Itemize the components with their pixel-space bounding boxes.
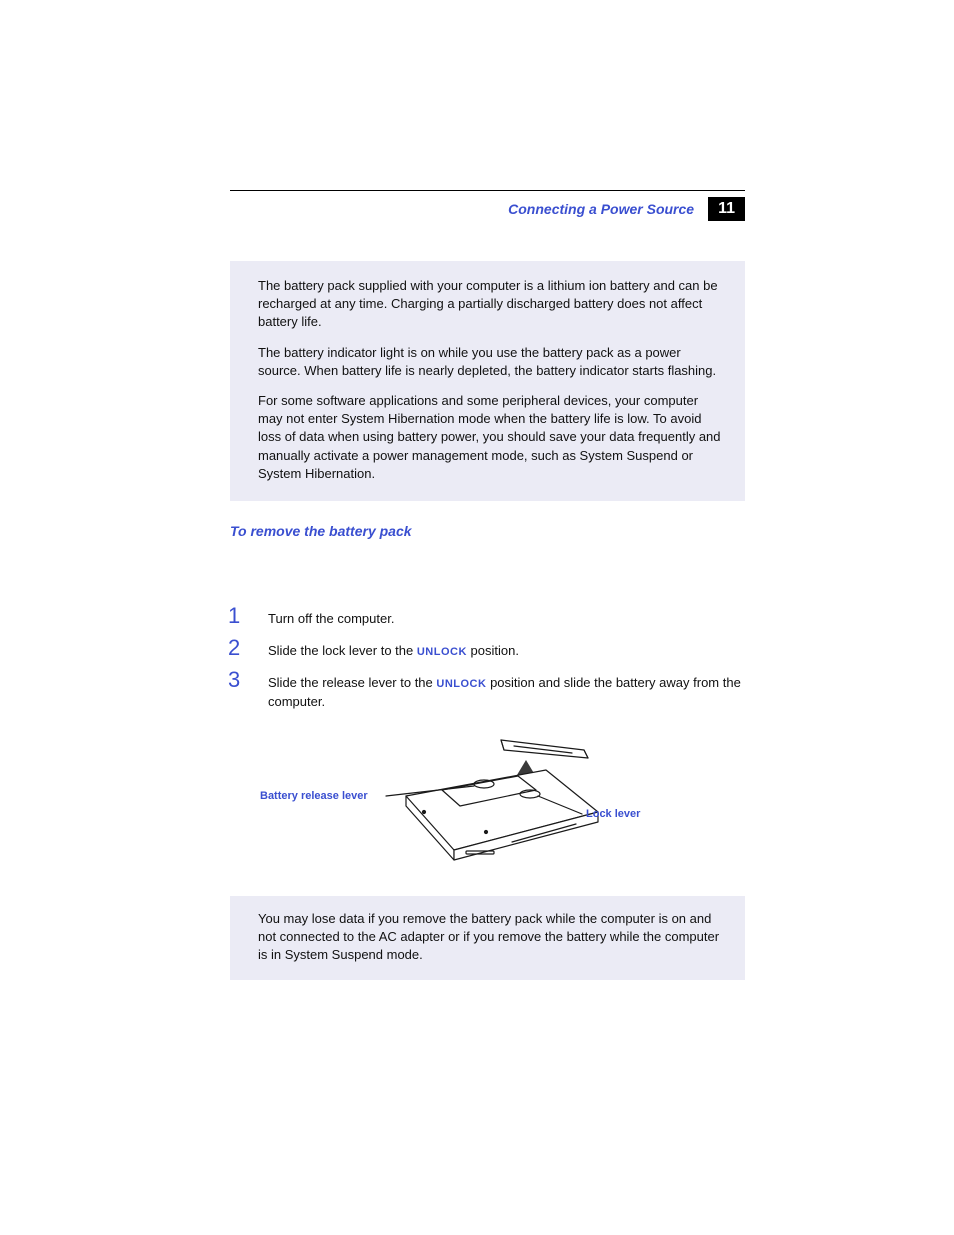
header-title: Connecting a Power Source <box>508 201 694 217</box>
step-number: 1 <box>228 603 244 629</box>
step-text: Slide the lock lever to the UNLOCK posit… <box>268 641 519 661</box>
info-callout: The battery pack supplied with your comp… <box>230 261 745 501</box>
step-3: 3 Slide the release lever to the UNLOCK … <box>228 667 745 712</box>
page-header: Connecting a Power Source 11 <box>230 197 745 221</box>
step-text: Slide the release lever to the UNLOCK po… <box>268 673 745 712</box>
diagram-label-left: Battery release lever <box>260 790 368 802</box>
page-content: Connecting a Power Source 11 The battery… <box>230 190 745 980</box>
info-paragraph-2: The battery indicator light is on while … <box>258 344 725 380</box>
header-rule <box>230 190 745 191</box>
unlock-label: UNLOCK <box>436 678 486 690</box>
warning-text: You may lose data if you remove the batt… <box>258 910 725 965</box>
warning-callout: You may lose data if you remove the batt… <box>230 896 745 981</box>
page-number: 11 <box>708 197 745 221</box>
step-pre: Slide the lock lever to the <box>268 643 417 658</box>
info-paragraph-1: The battery pack supplied with your comp… <box>258 277 725 332</box>
step-2: 2 Slide the lock lever to the UNLOCK pos… <box>228 635 745 661</box>
step-text: Turn off the computer. <box>268 609 394 629</box>
diagram-label-right: Lock lever <box>586 808 640 820</box>
step-pre: Slide the release lever to the <box>268 675 436 690</box>
section-title: To remove the battery pack <box>230 523 745 539</box>
unlock-label: UNLOCK <box>417 646 467 658</box>
step-number: 2 <box>228 635 244 661</box>
step-1: 1 Turn off the computer. <box>228 603 745 629</box>
info-paragraph-3: For some software applications and some … <box>258 392 725 483</box>
step-number: 3 <box>228 667 244 693</box>
laptop-diagram-icon <box>266 732 626 872</box>
step-post: position. <box>467 643 519 658</box>
diagram: Battery release lever Lock lever <box>266 732 745 872</box>
steps-list: 1 Turn off the computer. 2 Slide the loc… <box>228 603 745 712</box>
spacer <box>230 557 745 603</box>
